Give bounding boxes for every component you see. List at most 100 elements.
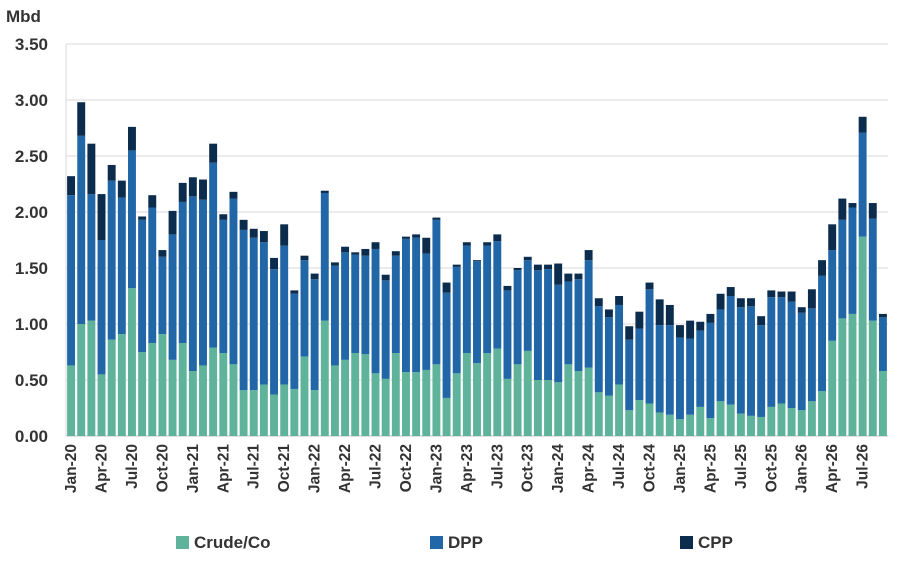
bar-segment-crude-co [716, 401, 725, 436]
bar-segment-crude-co [584, 367, 593, 436]
bar-segment-dpp [229, 198, 238, 365]
bar-segment-dpp [787, 301, 796, 408]
bar-segment-crude-co [229, 364, 238, 436]
bar-segment-crude-co [818, 391, 826, 436]
bar-segment-dpp [645, 289, 654, 404]
x-tick-label: Jul-24 [611, 444, 628, 489]
y-tick-label: 0.00 [15, 427, 48, 446]
bar-segment-crude-co [300, 356, 309, 436]
x-tick-label: Jul-23 [489, 444, 506, 489]
bar-segment-dpp [635, 328, 644, 401]
bar-segment-dpp [280, 245, 289, 385]
bar-segment-dpp [736, 307, 745, 414]
bar-segment-cpp [199, 179, 207, 200]
bar-segment-crude-co [138, 352, 147, 436]
x-tick-label: Oct-20 [154, 444, 171, 492]
bar-segment-cpp [300, 255, 309, 261]
bar-segment-crude-co [878, 371, 887, 436]
bar-segment-dpp [452, 266, 461, 374]
y-tick-label: 2.50 [15, 147, 48, 166]
bar-segment-dpp [878, 317, 887, 372]
bar-segment-cpp [310, 273, 319, 280]
bar-segment-crude-co [523, 350, 532, 436]
bar-segment-cpp [838, 198, 847, 220]
bar-segment-crude-co [442, 397, 451, 436]
bar-segment-cpp [290, 290, 299, 294]
bar-segment-crude-co [767, 406, 776, 436]
bar-segment-crude-co [219, 353, 228, 436]
bar-segment-dpp [757, 325, 766, 417]
bar-segment-crude-co [858, 236, 867, 436]
bar-segment-cpp [330, 262, 339, 266]
bar-segment-dpp [493, 241, 502, 349]
bar-segment-crude-co [473, 363, 481, 436]
bar-segment-cpp [706, 313, 715, 323]
bar-segment-cpp [797, 307, 806, 313]
bar-segment-dpp [818, 275, 826, 392]
bar-segment-cpp [67, 176, 76, 196]
bar-segment-crude-co [381, 378, 390, 436]
bar-segment-cpp [97, 194, 106, 240]
bar-segment-dpp [523, 260, 532, 351]
bar-segment-cpp [341, 246, 350, 253]
y-tick-label: 0.50 [15, 371, 48, 390]
bar-segment-crude-co [503, 378, 512, 436]
bar-segment-dpp [330, 265, 339, 366]
bar-segment-cpp [249, 228, 258, 238]
bar-segment-crude-co [168, 359, 177, 436]
bar-segment-dpp [828, 250, 837, 341]
bar-segment-dpp [77, 135, 86, 324]
bar-segment-cpp [858, 116, 867, 133]
bar-segment-cpp [807, 289, 816, 309]
bar-segment-cpp [442, 282, 451, 293]
bar-segment-dpp [564, 281, 573, 365]
bar-segment-cpp [483, 242, 492, 246]
bar-segment-crude-co [594, 392, 603, 436]
x-tick-label: Oct-22 [398, 444, 415, 492]
bar-segment-crude-co [341, 359, 350, 436]
bar-segment-dpp [584, 260, 593, 368]
bar-segment-crude-co [209, 347, 218, 436]
bar-segment-dpp [341, 252, 350, 360]
bar-segment-dpp [168, 234, 177, 360]
bar-segment-cpp [361, 248, 370, 256]
bar-segment-dpp [148, 207, 157, 344]
bar-segment-cpp [87, 143, 96, 195]
bar-segment-cpp [564, 273, 573, 282]
bar-segment-dpp [554, 284, 563, 383]
bar-segment-dpp [604, 317, 613, 396]
bar-segment-crude-co [747, 415, 755, 436]
bar-segment-dpp [107, 180, 116, 340]
bar-segment-cpp [381, 274, 390, 281]
x-tick-label: Jan-21 [185, 444, 202, 493]
bar-segment-crude-co [371, 373, 380, 436]
bar-segment-cpp [371, 242, 380, 249]
bar-segment-crude-co [107, 339, 116, 436]
bar-segment-cpp [503, 285, 512, 291]
bar-segment-cpp [635, 311, 644, 329]
bar-segment-crude-co [432, 364, 441, 436]
bar-segment-crude-co [402, 372, 410, 436]
bar-segment-crude-co [665, 414, 674, 436]
bar-segment-crude-co [868, 320, 877, 436]
y-tick-label: 3.50 [15, 35, 48, 54]
bar-segment-crude-co [412, 372, 421, 436]
bar-segment-crude-co [797, 410, 806, 436]
bar-segment-dpp [442, 292, 451, 398]
x-tick-label: Jul-22 [368, 444, 385, 489]
x-tick-label: Oct-21 [276, 444, 293, 493]
bar-segment-crude-co [736, 413, 745, 436]
x-tick-label: Apr-25 [702, 444, 719, 493]
bar-segment-crude-co [249, 390, 258, 436]
bar-segment-dpp [838, 219, 847, 319]
bar-segment-cpp [107, 164, 116, 181]
bar-segment-dpp [97, 240, 106, 375]
bar-segment-crude-co [625, 410, 634, 436]
bar-segment-dpp [371, 248, 380, 374]
x-tick-label: Apr-24 [581, 444, 598, 493]
bar-segment-cpp [320, 190, 329, 193]
bar-segment-cpp [402, 236, 410, 239]
bar-segment-cpp [462, 242, 471, 246]
bar-segment-cpp [747, 298, 755, 307]
bar-segment-crude-co [513, 364, 522, 436]
